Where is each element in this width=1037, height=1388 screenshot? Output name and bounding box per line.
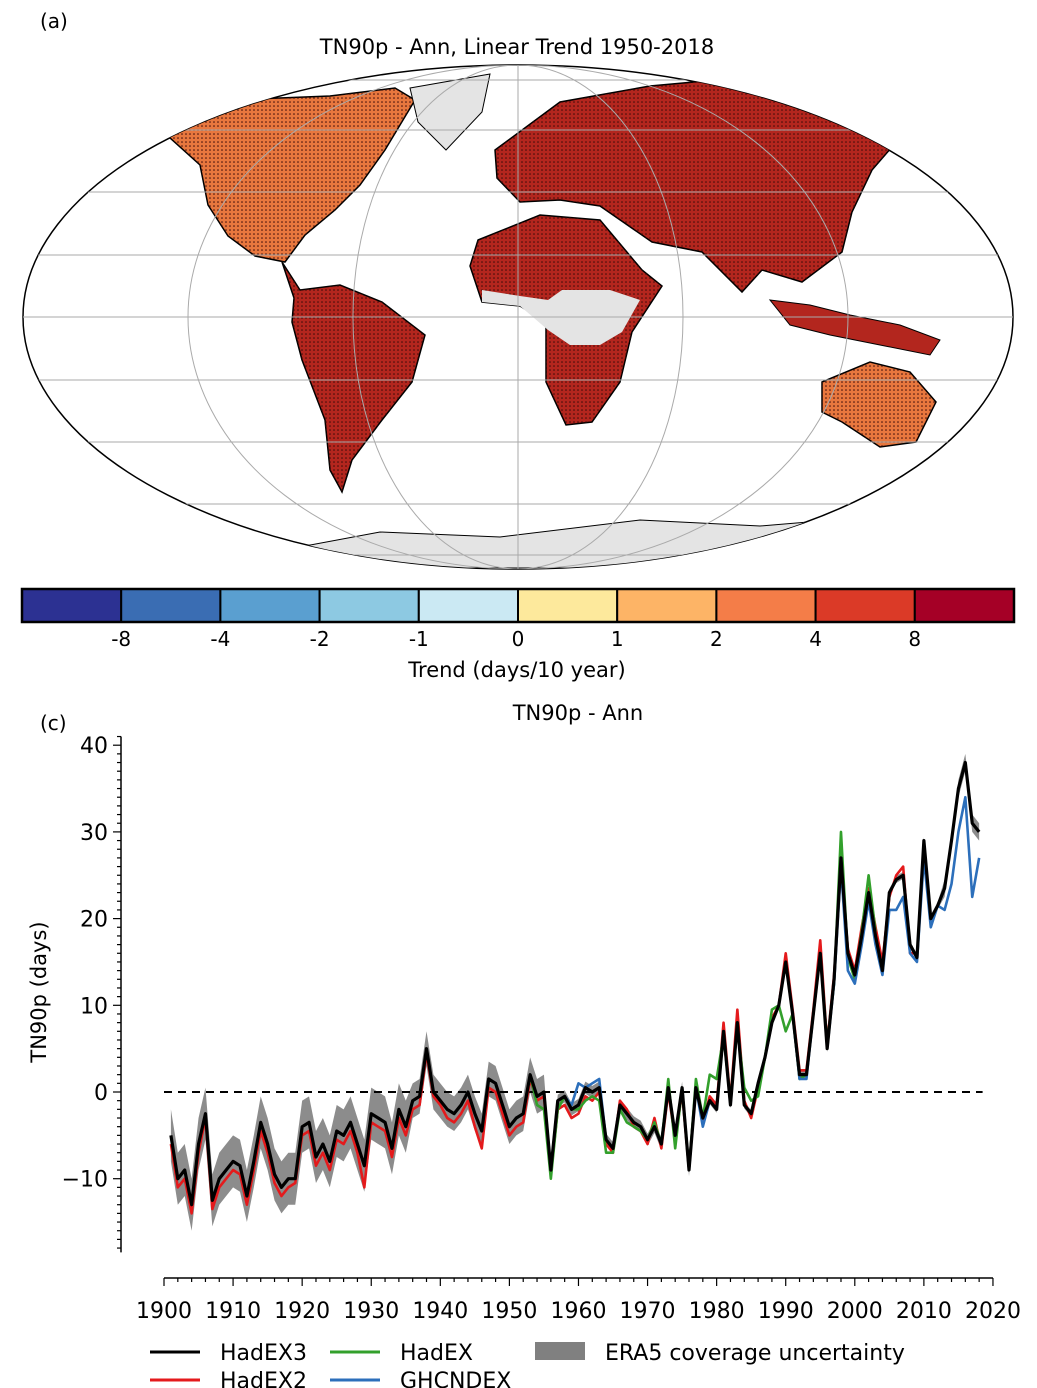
legend-label: HadEX bbox=[400, 1341, 473, 1366]
era5-uncertainty-band bbox=[170, 753, 980, 1231]
colorbar-tick-label: 2 bbox=[710, 627, 723, 651]
colorbar-tick-label: -2 bbox=[310, 627, 330, 651]
land-maritime-asia bbox=[768, 299, 941, 356]
y-tick-label: 20 bbox=[80, 908, 108, 933]
y-tick-label: −10 bbox=[62, 1168, 108, 1193]
colorbar-label: Trend (days/10 year) bbox=[407, 658, 625, 682]
colorbar-tick-label: -8 bbox=[111, 627, 131, 651]
colorbar-bin bbox=[120, 588, 222, 623]
colorbar-bin bbox=[417, 588, 519, 623]
colorbar: -8 -4 -2 -1 0 1 2 4 8 bbox=[20, 587, 1016, 651]
map-title: TN90p - Ann, Linear Trend 1950-2018 bbox=[319, 35, 714, 59]
x-tick-label: 1910 bbox=[205, 1299, 261, 1324]
legend-label: ERA5 coverage uncertainty bbox=[605, 1341, 905, 1366]
x-tick-label: 1920 bbox=[274, 1299, 330, 1324]
colorbar-bin bbox=[616, 588, 718, 623]
colorbar-bin bbox=[517, 588, 619, 623]
significance-stippling bbox=[282, 262, 425, 492]
series-line-hadex3 bbox=[169, 760, 981, 1207]
map-graticule bbox=[23, 65, 1013, 569]
colorbar-bin bbox=[21, 588, 123, 623]
land-areas bbox=[148, 73, 941, 569]
x-tick-label: 1940 bbox=[412, 1299, 468, 1324]
y-tick-label: 0 bbox=[94, 1081, 108, 1106]
x-tick-label: 2000 bbox=[827, 1299, 883, 1324]
x-tick-label: 1990 bbox=[758, 1299, 814, 1324]
colorbar-tick-label: 8 bbox=[908, 627, 921, 651]
x-tick-label: 2010 bbox=[896, 1299, 952, 1324]
x-tick-label: 1980 bbox=[689, 1299, 745, 1324]
colorbar-bin bbox=[318, 588, 420, 623]
y-tick-label: 30 bbox=[80, 821, 108, 846]
colorbar-tick-label: -4 bbox=[210, 627, 230, 651]
panel-c-label: (c) bbox=[40, 711, 67, 735]
x-tick-label: 1930 bbox=[343, 1299, 399, 1324]
x-tick-label: 1970 bbox=[620, 1299, 676, 1324]
colorbar-bin bbox=[219, 588, 321, 623]
x-tick-label: 2020 bbox=[965, 1299, 1021, 1324]
colorbar-tick-label: 1 bbox=[611, 627, 624, 651]
y-axis-label: TN90p (days) bbox=[27, 921, 51, 1063]
legend-swatch-band bbox=[535, 1342, 585, 1360]
colorbar-frame bbox=[20, 587, 1016, 624]
colorbar-bin bbox=[715, 588, 817, 623]
series-line-hadex bbox=[515, 830, 877, 1180]
legend-label: HadEX2 bbox=[220, 1369, 307, 1388]
colorbar-tick-label: 0 bbox=[512, 627, 525, 651]
plot-area: −10 0 10 20 30 40 1900 1910 1920 1930 1940 1950 1960… bbox=[62, 734, 1021, 1324]
x-tick-label: 1950 bbox=[481, 1299, 537, 1324]
y-tick-label: 10 bbox=[80, 994, 108, 1019]
colorbar-bin bbox=[814, 588, 916, 623]
legend-label: HadEX3 bbox=[220, 1341, 307, 1366]
world-map bbox=[22, 64, 1014, 570]
colorbar-tick-label: 4 bbox=[809, 627, 822, 651]
chart-title: TN90p - Ann bbox=[512, 701, 644, 725]
legend-label: GHCNDEX bbox=[400, 1369, 511, 1388]
legend: HadEX3 HadEX2 HadEX GHCNDEX ERA5 coverage un… bbox=[150, 1341, 905, 1388]
land-greenland bbox=[409, 73, 491, 151]
x-tick-label: 1900 bbox=[136, 1299, 192, 1324]
colorbar-tick-label: -1 bbox=[409, 627, 429, 651]
significance-stippling bbox=[150, 88, 415, 262]
panel-a-label: (a) bbox=[40, 9, 68, 33]
colorbar-bin bbox=[913, 588, 1015, 623]
series-line-ghcndex bbox=[515, 795, 981, 1172]
y-tick-label: 40 bbox=[80, 734, 108, 759]
significance-stippling bbox=[822, 362, 936, 447]
x-tick-label: 1960 bbox=[550, 1299, 606, 1324]
